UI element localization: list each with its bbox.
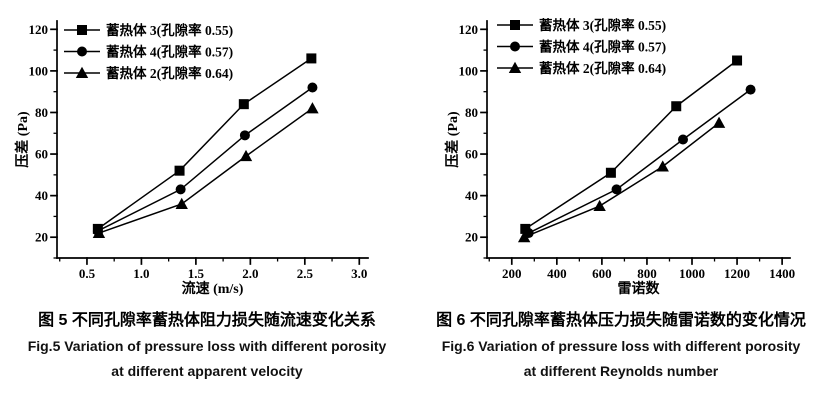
series-line-2 — [523, 122, 720, 238]
x-tick-label: 200 — [502, 266, 521, 281]
figure5-caption: 图 5 不同孔隙率蓄热体阻力损失随流速变化关系 Fig.5 Variation … — [0, 308, 414, 385]
x-tick-label: 1.0 — [133, 266, 149, 281]
x-tick-label: 1000 — [679, 266, 705, 281]
figure-5: 0.5 1.0 1.5 2.0 2.5 3.0 20 40 60 80 100 120 流速 (m/s)… — [0, 20, 414, 385]
legend-label: 蓄热体 4(孔隙率 0.57) — [106, 43, 233, 59]
series-2-marker — [593, 199, 606, 212]
circle-legend-marker — [77, 46, 87, 57]
series-0-marker — [605, 167, 616, 178]
series-0-marker — [520, 223, 531, 234]
series-line-1 — [97, 86, 313, 232]
series-0-marker — [732, 55, 743, 66]
figure5-caption-en-line2: at different apparent velocity — [111, 363, 303, 380]
figure-6: 200 400 600 800 1000 1200 1400 20 40 60 80 100 120 雷诺… — [414, 0, 828, 415]
y-tick-label: 100 — [459, 63, 479, 78]
figure5-caption-cn: 图 5 不同孔隙率蓄热体阻力损失随流速变化关系 — [38, 312, 376, 329]
series-0-marker — [238, 99, 249, 110]
series-1-marker — [175, 184, 186, 195]
x-tick-label: 600 — [592, 266, 612, 281]
x-tick-label: 1400 — [769, 266, 795, 281]
y-tick-label: 100 — [29, 63, 49, 78]
legend-item-2: 蓄热体 2(孔隙率 0.64) — [497, 60, 666, 76]
series-line-0 — [97, 57, 312, 230]
series-2-marker — [656, 160, 669, 172]
legend-label: 蓄热体 4(孔隙率 0.57) — [539, 38, 666, 54]
series-2-marker — [239, 149, 253, 162]
circle-legend-marker — [510, 41, 520, 52]
x-tick-label: 3.0 — [351, 266, 367, 281]
y-tick-label: 20 — [35, 230, 48, 245]
pressure-vs-reynolds-chart: 200 400 600 800 1000 1200 1400 20 40 60 80 100 120 雷诺… — [444, 17, 795, 297]
series-0-marker — [306, 53, 317, 64]
square-legend-marker — [510, 20, 520, 30]
x-tick-label: 2.0 — [242, 266, 258, 281]
x-tick-label: 800 — [637, 266, 657, 281]
series-1-marker — [677, 134, 688, 145]
legend-label: 蓄热体 2(孔隙率 0.64) — [539, 60, 666, 76]
series-0-marker — [671, 101, 682, 112]
series-2-marker — [306, 102, 319, 114]
legend-item-0: 蓄热体 3(孔隙率 0.55) — [64, 22, 233, 38]
legend-item-1: 蓄热体 4(孔隙率 0.57) — [64, 43, 233, 59]
x-tick-label: 1200 — [724, 266, 750, 281]
y-tick-label: 40 — [465, 188, 478, 203]
series-2-marker — [517, 231, 531, 243]
legend-item-0: 蓄热体 3(孔隙率 0.55) — [497, 17, 666, 33]
y-tick-label: 120 — [29, 22, 49, 37]
series-line-0 — [524, 59, 738, 230]
legend-label: 蓄热体 2(孔隙率 0.64) — [106, 65, 233, 81]
figure6-caption-en-line1: Fig.6 Variation of pressure loss with di… — [441, 337, 801, 354]
x-axis-label: 雷诺数 — [618, 280, 661, 297]
figure6-caption-en-line2: at different Reynolds number — [523, 363, 719, 380]
y-tick-label: 40 — [35, 188, 48, 203]
legend-label: 蓄热体 3(孔隙率 0.55) — [539, 17, 666, 33]
y-tick-label: 80 — [465, 105, 478, 120]
legend-label: 蓄热体 3(孔隙率 0.55) — [106, 22, 233, 38]
legend-item-1: 蓄热体 4(孔隙率 0.57) — [497, 38, 666, 54]
series-1-marker — [745, 84, 756, 95]
series-2-marker — [712, 116, 726, 128]
y-tick-label: 20 — [465, 230, 478, 245]
y-axis-label: 压差 (Pa) — [14, 111, 31, 168]
series-line-1 — [528, 89, 752, 234]
x-tick-label: 2.5 — [297, 266, 314, 281]
x-tick-label: 400 — [547, 266, 567, 281]
figure6-caption-cn: 图 6 不同孔隙率蓄热体压力损失随雷诺数的变化情况 — [436, 312, 806, 329]
legend: 蓄热体 3(孔隙率 0.55) 蓄热体 4(孔隙率 0.57) 蓄热体 2(孔隙率 … — [497, 17, 666, 76]
x-tick-label: 1.5 — [188, 266, 205, 281]
figure6-caption: 图 6 不同孔隙率蓄热体压力损失随雷诺数的变化情况 Fig.6 Variatio… — [414, 308, 828, 385]
figure5-caption-en-line1: Fig.5 Variation of pressure loss with di… — [27, 337, 387, 354]
legend: 蓄热体 3(孔隙率 0.55) 蓄热体 4(孔隙率 0.57) 蓄热体 2(孔隙率 … — [64, 22, 233, 81]
series-1-marker — [307, 82, 318, 93]
series-1-marker — [611, 184, 622, 195]
square-legend-marker — [77, 25, 87, 35]
y-tick-label: 60 — [465, 147, 478, 162]
series-2-marker — [92, 226, 106, 239]
y-tick-label: 80 — [35, 105, 48, 120]
pressure-vs-velocity-chart: 0.5 1.0 1.5 2.0 2.5 3.0 20 40 60 80 100 120 流速 (m/s)… — [14, 20, 369, 297]
triangle-legend-marker — [508, 61, 522, 73]
y-tick-label: 60 — [35, 147, 48, 162]
triangle-legend-marker — [75, 66, 89, 78]
series-2-marker — [175, 197, 188, 209]
series-0-marker — [174, 165, 185, 176]
x-tick-label: 0.5 — [79, 266, 96, 281]
series-1-marker — [239, 130, 250, 141]
x-axis-label: 流速 (m/s) — [182, 280, 244, 297]
series-line-2 — [98, 107, 313, 234]
y-tick-label: 120 — [459, 22, 479, 37]
y-axis-label: 压差 (Pa) — [444, 111, 461, 168]
legend-item-2: 蓄热体 2(孔隙率 0.64) — [64, 65, 233, 81]
